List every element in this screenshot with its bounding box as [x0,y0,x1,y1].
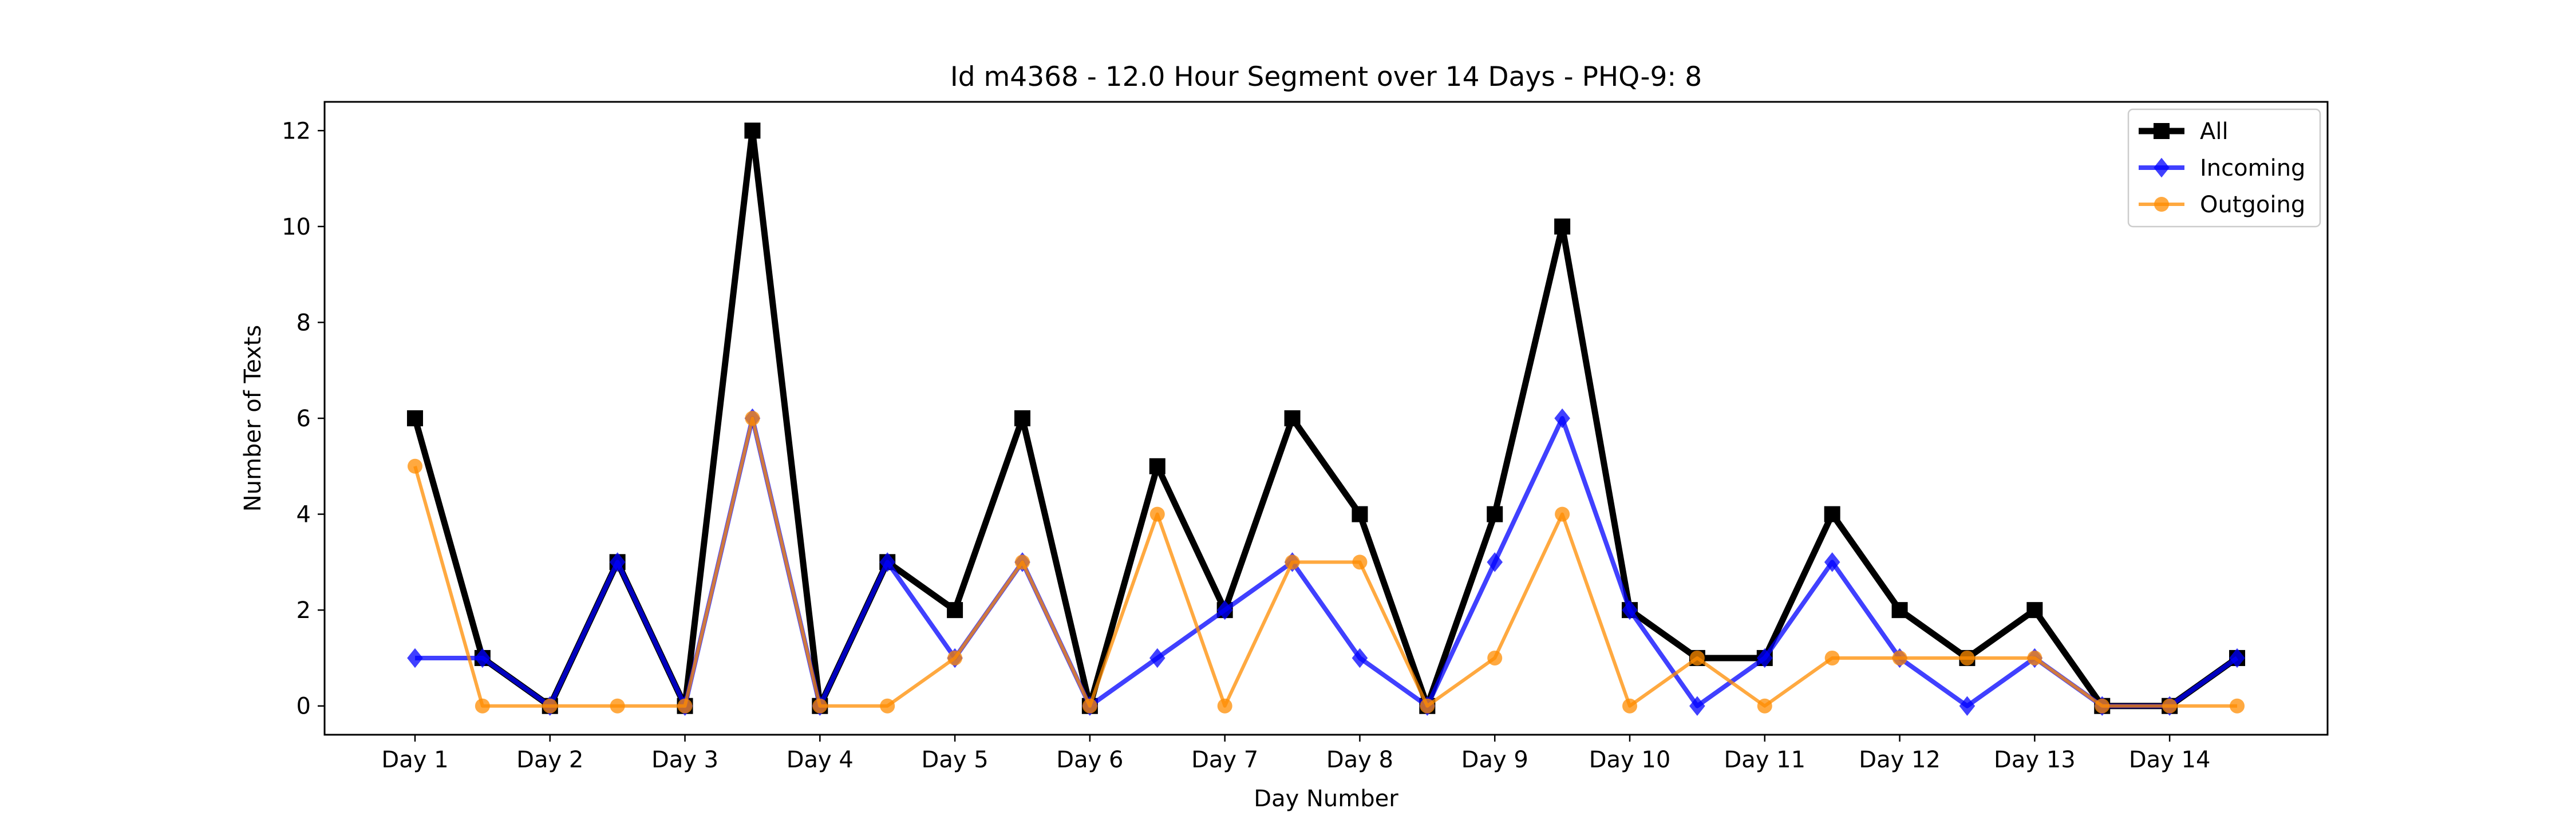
data-point-incoming [1689,696,1705,716]
data-point-outgoing [475,698,490,714]
data-point-outgoing [1959,650,1975,665]
data-point-incoming [1554,408,1570,429]
axis-ticks: Day 1 Day 2 Day 3 Day 4 Day 5 Day 6 Day 7 Day 8… [282,118,2210,773]
legend-item-incoming: Incoming [2139,155,2305,181]
legend-label-all: All [2200,118,2229,145]
y-tick-label: 2 [297,597,311,624]
y-axis-label: Number of Texts [240,325,266,512]
series-outgoing [407,411,2245,714]
x-tick-label: Day 1 [381,747,448,773]
data-point-outgoing [1689,650,1705,665]
data-point-incoming [879,552,896,572]
data-point-incoming [1756,648,1773,668]
x-tick-label: Day 13 [1994,747,2076,773]
data-point-incoming [2229,648,2245,668]
data-point-all [1487,506,1503,522]
data-point-outgoing [812,698,828,714]
x-tick-label: Day 6 [1056,747,1123,773]
x-tick-label: Day 5 [922,747,989,773]
series-layer [406,122,2246,716]
data-point-outgoing [1622,698,1638,714]
data-point-incoming [1352,648,1368,668]
x-tick-label: Day 10 [1589,747,1671,773]
x-tick-label: Day 2 [516,747,583,773]
legend: All Incoming Outgoing [2127,108,2321,228]
plot-frame [323,101,2329,736]
data-point-outgoing [2230,698,2245,714]
x-tick-label: Day 3 [651,747,718,773]
series-all [406,122,2246,714]
legend-item-all: All [2139,118,2229,145]
data-point-all [1014,410,1030,426]
data-point-outgoing [1420,698,1435,714]
data-point-all [744,122,761,139]
legend-label-incoming: Incoming [2200,155,2305,181]
data-point-outgoing [677,698,693,714]
legend-label-outgoing: Outgoing [2200,192,2305,218]
data-point-incoming [1824,552,1840,572]
data-point-incoming [1149,648,1165,668]
data-point-outgoing [1892,650,1907,665]
data-point-incoming [1959,696,1976,716]
data-point-all [1352,506,1368,522]
data-point-incoming [609,552,626,572]
data-point-outgoing [1217,698,1232,714]
x-tick-label: Day 11 [1724,747,1805,773]
legend-item-outgoing: Outgoing [2139,192,2305,218]
data-point-all [1284,410,1301,426]
y-tick-label: 4 [297,502,311,528]
series-line-all [412,127,2239,710]
data-point-outgoing [880,698,895,714]
data-point-outgoing [1149,506,1165,522]
x-tick-label: Day 4 [787,747,854,773]
data-point-all [1891,602,1908,619]
data-point-outgoing [2162,698,2178,714]
data-point-outgoing [745,411,760,426]
data-point-outgoing [947,650,963,665]
x-tick-label: Day 14 [2129,747,2211,773]
x-tick-label: Day 7 [1191,747,1258,773]
legend-swatch-marker [2154,157,2170,178]
legend-swatch-marker [2154,123,2170,139]
data-point-outgoing [1757,698,1772,714]
data-point-all [406,410,423,426]
data-point-outgoing [1014,554,1030,570]
data-point-outgoing [1285,554,1300,570]
data-point-incoming [1487,552,1503,572]
y-tick-label: 8 [297,310,311,336]
data-point-incoming [1622,600,1638,620]
data-point-outgoing [1082,698,1097,714]
legend-box [2127,108,2321,228]
x-tick-label: Day 9 [1461,747,1528,773]
y-tick-label: 12 [282,118,311,144]
legend-swatch-marker [2154,197,2169,212]
data-point-all [1149,458,1165,474]
y-tick-label: 0 [297,694,311,720]
data-point-all [1554,218,1571,235]
x-axis-label: Day Number [1254,786,1398,812]
data-point-outgoing [2095,698,2110,714]
data-point-outgoing [610,698,625,714]
data-point-outgoing [1352,554,1368,570]
data-point-outgoing [542,698,558,714]
data-point-outgoing [1555,506,1570,522]
series-line-outgoing [413,417,2238,708]
data-point-incoming [1216,600,1233,620]
data-point-all [947,602,963,619]
y-tick-label: 6 [297,406,311,432]
data-point-incoming [407,648,423,668]
data-point-outgoing [407,458,422,474]
data-point-all [1824,506,1840,522]
y-tick-label: 10 [282,214,311,240]
data-point-outgoing [1824,650,1840,665]
x-tick-label: Day 8 [1326,747,1393,773]
chart-title: Id m4368 - 12.0 Hour Segment over 14 Day… [950,61,1702,93]
data-point-outgoing [2027,650,2042,665]
data-point-outgoing [1487,650,1503,665]
x-tick-label: Day 12 [1859,747,1941,773]
data-point-all [2026,602,2043,619]
data-point-incoming [475,648,491,668]
